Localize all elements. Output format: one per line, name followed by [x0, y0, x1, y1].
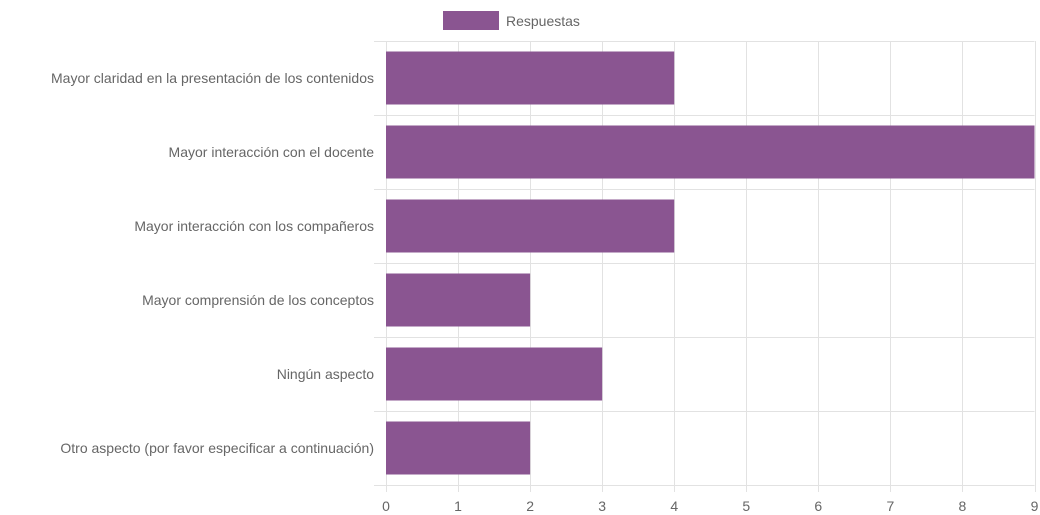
x-tick-label: 8 — [959, 498, 967, 514]
category-label: Mayor interacción con el docente — [169, 144, 375, 160]
category-label: Mayor interacción con los compañeros — [134, 218, 374, 234]
x-tick-label: 2 — [526, 498, 534, 514]
legend-label: Respuestas — [506, 13, 580, 29]
x-tick-label: 3 — [598, 498, 606, 514]
bar — [386, 125, 1035, 179]
x-tick-label: 1 — [454, 498, 462, 514]
legend-swatch — [443, 11, 499, 30]
category-label: Mayor claridad en la presentación de los… — [51, 70, 374, 86]
x-tick-label: 0 — [382, 498, 390, 514]
category-label: Mayor comprensión de los conceptos — [142, 292, 374, 308]
x-tick-label: 5 — [742, 498, 750, 514]
bar — [386, 273, 531, 327]
x-axis-ticks: 0 1 2 3 4 5 6 7 8 9 — [382, 498, 1039, 514]
x-tick-label: 9 — [1031, 498, 1039, 514]
category-label: Ningún aspecto — [277, 366, 375, 382]
bar — [386, 347, 603, 401]
x-tick-label: 4 — [670, 498, 678, 514]
bar — [386, 199, 675, 253]
grid — [374, 41, 1036, 492]
legend: Respuestas — [443, 11, 580, 30]
x-tick-label: 7 — [886, 498, 894, 514]
bar — [386, 51, 675, 105]
bars — [386, 51, 1035, 475]
x-tick-label: 6 — [814, 498, 822, 514]
category-label: Otro aspecto (por favor especificar a co… — [60, 440, 374, 456]
category-labels: Mayor claridad en la presentación de los… — [51, 70, 374, 456]
bar — [386, 421, 531, 475]
